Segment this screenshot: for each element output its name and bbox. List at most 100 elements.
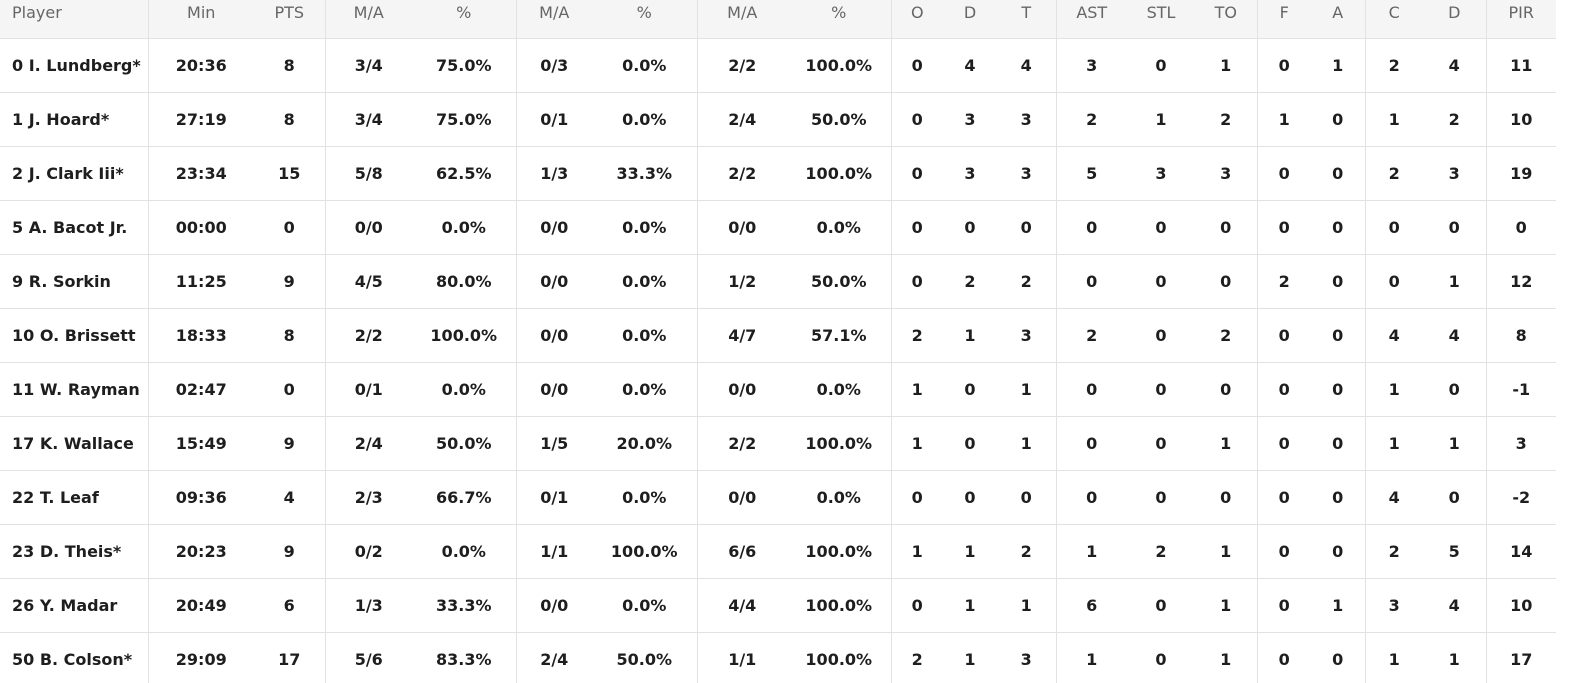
- column-header[interactable]: %: [592, 0, 698, 39]
- player-name: 26 Y. Madar: [0, 578, 149, 633]
- stat-cell: 14: [1486, 524, 1556, 579]
- stat-cell: 1: [1423, 632, 1487, 683]
- stat-cell: 8: [254, 92, 326, 147]
- column-header[interactable]: T: [997, 0, 1057, 39]
- stat-cell: 75.0%: [412, 38, 517, 93]
- stat-cell: 0/0: [516, 254, 592, 309]
- stat-cell: 0: [1195, 470, 1258, 525]
- stat-cell: 17: [254, 632, 326, 683]
- stat-cell: 2/2: [697, 146, 787, 201]
- stat-cell: 1: [943, 578, 997, 633]
- column-header[interactable]: M/A: [516, 0, 592, 39]
- stat-cell: 8: [1486, 308, 1556, 363]
- stat-cell: 0/2: [325, 524, 412, 579]
- stat-cell: 0: [1365, 200, 1423, 255]
- column-header[interactable]: A: [1311, 0, 1366, 39]
- stat-cell: 0: [1311, 524, 1366, 579]
- stat-cell: 1: [1423, 254, 1487, 309]
- stat-cell: 1: [943, 524, 997, 579]
- stat-cell: 8: [254, 308, 326, 363]
- stat-cell: 0: [1311, 92, 1366, 147]
- stat-cell: 0: [1257, 470, 1311, 525]
- stat-cell: 0/0: [516, 362, 592, 417]
- column-header[interactable]: AST: [1056, 0, 1127, 39]
- stat-cell: 66.7%: [412, 470, 517, 525]
- column-header[interactable]: STL: [1127, 0, 1195, 39]
- column-header[interactable]: M/A: [697, 0, 787, 39]
- stat-cell: 1/2: [697, 254, 787, 309]
- stat-cell: 0/1: [516, 92, 592, 147]
- player-name: 9 R. Sorkin: [0, 254, 149, 309]
- column-header[interactable]: TO: [1195, 0, 1258, 39]
- stat-cell: 1/1: [697, 632, 787, 683]
- column-header[interactable]: C: [1365, 0, 1423, 39]
- column-header[interactable]: D: [943, 0, 997, 39]
- stat-cell: 4: [943, 38, 997, 93]
- column-header[interactable]: %: [787, 0, 892, 39]
- stat-cell: 75.0%: [412, 92, 517, 147]
- box-score-table: Player Min PTS M/A% M/A% M/A% O D T AST STL TO F A C D P…: [0, 0, 1556, 683]
- stat-cell: 0: [943, 200, 997, 255]
- stat-cell: 2/2: [697, 416, 787, 471]
- column-header[interactable]: Player: [0, 0, 149, 39]
- stat-cell: 0: [997, 470, 1057, 525]
- stat-cell: 0: [1127, 38, 1195, 93]
- stat-cell: 2: [1257, 254, 1311, 309]
- stat-cell: 80.0%: [412, 254, 517, 309]
- column-header[interactable]: Min: [148, 0, 254, 39]
- stat-cell: 0: [1127, 470, 1195, 525]
- stat-cell: 0: [1056, 416, 1127, 471]
- stat-cell: 3: [1195, 146, 1258, 201]
- column-header[interactable]: PIR: [1486, 0, 1556, 39]
- column-header[interactable]: O: [891, 0, 943, 39]
- stat-cell: 0: [891, 254, 943, 309]
- stat-cell: 0: [1423, 362, 1487, 417]
- column-header[interactable]: PTS: [254, 0, 326, 39]
- stat-cell: 2: [1056, 92, 1127, 147]
- stat-cell: 2/4: [697, 92, 787, 147]
- stat-cell: 0: [1257, 308, 1311, 363]
- stat-cell: 1/3: [325, 578, 412, 633]
- stat-cell: 1: [1365, 362, 1423, 417]
- player-row: 9 R. Sorkin 11:25 9 4/5 80.0% 0/0 0.0% 1/2 50.0%…: [0, 254, 1556, 309]
- stat-cell: 2: [1195, 92, 1258, 147]
- stat-cell: 0: [1257, 362, 1311, 417]
- stat-cell: 0.0%: [592, 254, 698, 309]
- stat-cell: 20:36: [148, 38, 254, 93]
- stat-cell: 0/1: [516, 470, 592, 525]
- stat-cell: 2: [1365, 38, 1423, 93]
- column-header[interactable]: M/A: [325, 0, 412, 39]
- stat-cell: 0: [1423, 470, 1487, 525]
- stat-cell: 0: [254, 362, 326, 417]
- player-name: 23 D. Theis*: [0, 524, 149, 579]
- stat-cell: 0/0: [697, 362, 787, 417]
- stat-cell: 62.5%: [412, 146, 517, 201]
- column-header[interactable]: %: [412, 0, 517, 39]
- column-header[interactable]: D: [1423, 0, 1487, 39]
- stat-cell: 3/4: [325, 38, 412, 93]
- stat-cell: 3: [1423, 146, 1487, 201]
- player-row: 17 K. Wallace 15:49 9 2/4 50.0% 1/5 20.0% 2/2 10…: [0, 416, 1556, 471]
- stat-cell: 12: [1486, 254, 1556, 309]
- stat-cell: 83.3%: [412, 632, 517, 683]
- stat-cell: 1: [943, 308, 997, 363]
- column-header[interactable]: F: [1257, 0, 1311, 39]
- stat-cell: 57.1%: [787, 308, 892, 363]
- stat-cell: 0.0%: [592, 92, 698, 147]
- player-row: 22 T. Leaf 09:36 4 2/3 66.7% 0/1 0.0% 0/0 0.0% 0 0…: [0, 470, 1556, 525]
- stat-cell: 2: [1056, 308, 1127, 363]
- stat-cell: 15: [254, 146, 326, 201]
- stat-cell: 0: [1195, 200, 1258, 255]
- stat-cell: 0: [997, 200, 1057, 255]
- stat-cell: 0.0%: [592, 578, 698, 633]
- player-name: 1 J. Hoard*: [0, 92, 149, 147]
- stat-cell: 1: [1423, 416, 1487, 471]
- stat-cell: 0.0%: [787, 470, 892, 525]
- stat-cell: 0: [1311, 416, 1366, 471]
- stat-cell: 19: [1486, 146, 1556, 201]
- stat-cell: 0: [1056, 362, 1127, 417]
- stat-cell: 1/3: [516, 146, 592, 201]
- player-row: 26 Y. Madar 20:49 6 1/3 33.3% 0/0 0.0% 4/4 100.0…: [0, 578, 1556, 633]
- stat-cell: 50.0%: [787, 92, 892, 147]
- stat-cell: 4: [1365, 470, 1423, 525]
